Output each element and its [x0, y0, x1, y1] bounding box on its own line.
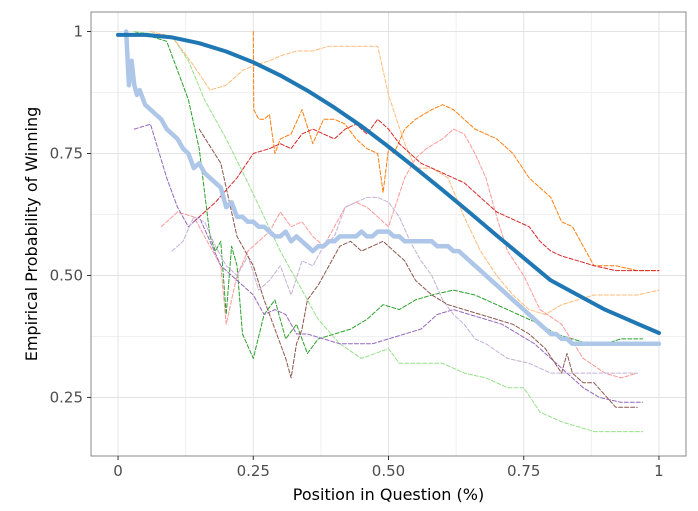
series-line-7 [133, 123, 644, 403]
series-line-8 [171, 196, 638, 374]
x-tick-label: 0.50 [372, 462, 405, 480]
x-tick-label: 0.75 [507, 462, 540, 480]
x-tick-label: 0.25 [237, 462, 270, 480]
y-tick-label: 0.75 [50, 144, 83, 162]
grid [91, 12, 686, 456]
series-line-6 [193, 118, 660, 272]
series-line-11 [116, 32, 661, 335]
y-axis-label: Empirical Probability of Winning [22, 107, 41, 362]
axes: 0 0.25 0.50 0.75 1 0.25 0.50 0.75 1 [50, 23, 664, 480]
series-line-2 [133, 31, 644, 433]
series-line-9 [198, 128, 638, 408]
series-line-10 [123, 29, 662, 347]
y-tick-label: 0.25 [50, 388, 83, 406]
x-tick-label: 1 [654, 462, 664, 480]
x-tick-label: 0 [113, 462, 123, 480]
series-line-3 [150, 31, 660, 315]
y-tick-label: 1 [73, 23, 83, 41]
y-tick-label: 0.50 [50, 266, 83, 284]
x-axis-label: Position in Question (%) [293, 485, 484, 504]
series-layer [116, 29, 662, 433]
